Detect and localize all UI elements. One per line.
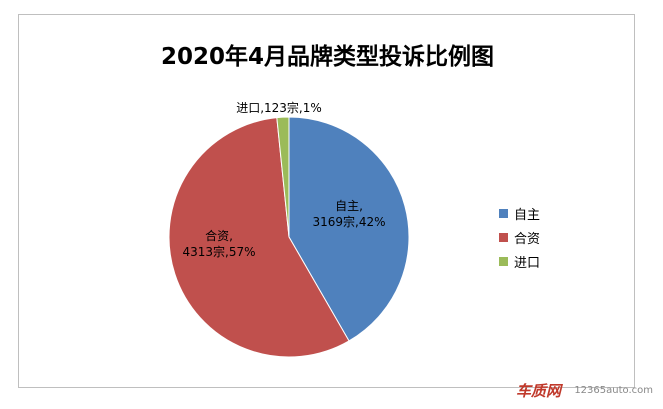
legend-label-domestic: 自主: [514, 207, 541, 223]
data-label-domestic: 自主, 3169宗,42%: [312, 199, 385, 229]
legend-label-joint-venture: 合资: [514, 231, 541, 247]
pie-slice-joint-venture: [168, 117, 350, 358]
svg-text:车质网: 车质网: [516, 382, 564, 399]
data-label-joint-venture: 合资, 4313宗,57%: [182, 228, 255, 259]
legend-label-imported: 进口: [514, 255, 541, 271]
legend-swatch-domestic: [499, 208, 508, 218]
watermark-url: 12365auto.com: [574, 384, 653, 396]
legend-item-joint-venture: 合资: [499, 225, 540, 249]
watermark-logo: 车质网: [516, 382, 564, 399]
pie-chart: 自主, 3169宗,42% 合资, 4313宗,57% 进口,123宗,1%: [168, 100, 410, 358]
legend-item-domestic: 自主: [499, 201, 540, 225]
legend-swatch-joint-venture: [499, 232, 508, 242]
legend: 自主 合资 进口: [499, 201, 540, 273]
legend-item-imported: 进口: [499, 249, 540, 273]
chart-frame: 2020年4月品牌类型投诉比例图 自主, 3169宗,42% 合资, 4313宗,57…: [18, 14, 635, 388]
data-label-imported: 进口,123宗,1%: [236, 100, 322, 115]
legend-swatch-imported: [499, 256, 508, 266]
pie-slice-domestic: [288, 116, 410, 342]
watermark: 车质网 12365auto.com: [516, 381, 653, 399]
chart-title: 2020年4月品牌类型投诉比例图: [160, 44, 495, 70]
pie-slice-imported: [276, 116, 290, 238]
